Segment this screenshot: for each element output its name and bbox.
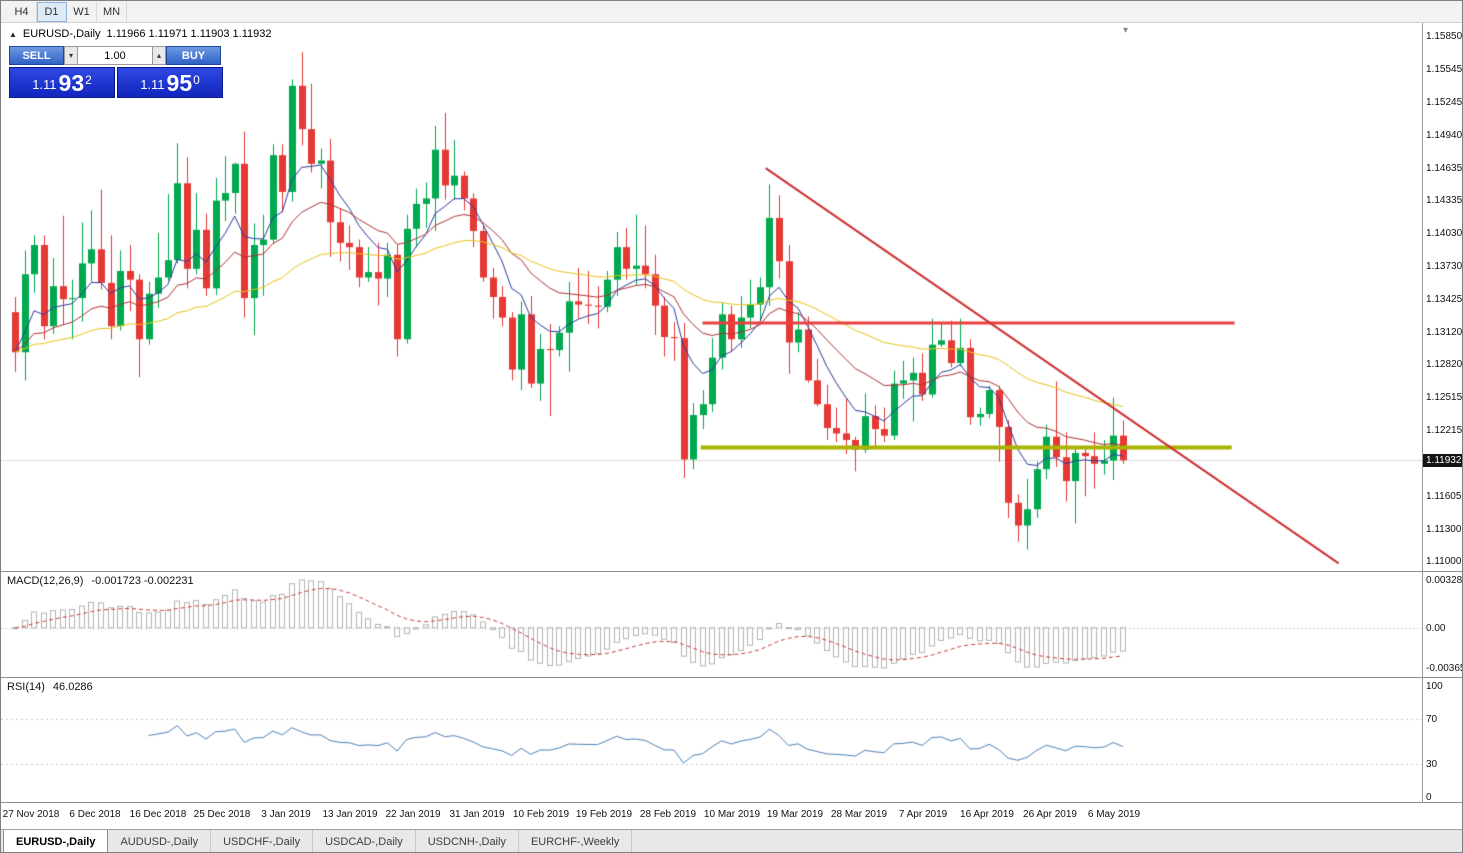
price-chart-panel: ▲ EURUSD-,Daily 1.11966 1.11971 1.11903 … [1, 23, 1422, 571]
rsi-axis: 100 70 30 0 [1423, 678, 1462, 803]
buy-price-pip-digit: 0 [193, 73, 200, 87]
price-axis-label: 1.13730 [1426, 261, 1463, 272]
price-axis-label: 1.13425 [1426, 294, 1463, 305]
price-axis-label: 1.11300 [1426, 524, 1462, 535]
sell-button[interactable]: SELL [9, 46, 64, 65]
rsi-axis-label: 0 [1426, 792, 1432, 803]
date-label: 6 Dec 2018 [69, 809, 121, 820]
price-axis-label: 1.14335 [1426, 195, 1463, 206]
date-label: 26 Apr 2019 [1023, 809, 1077, 820]
date-label: 3 Jan 2019 [261, 809, 311, 820]
buy-price-box[interactable]: 1.11 95 0 [117, 67, 223, 98]
price-axis-label: 1.12215 [1426, 425, 1463, 436]
one-click-top-row: SELL ▾ ▴ BUY [9, 46, 223, 65]
panel-splitter[interactable] [1, 571, 1462, 572]
timeframe-d1-button[interactable]: D1 [37, 1, 67, 22]
date-label: 28 Feb 2019 [639, 809, 697, 820]
timeframe-toolbar: H4 D1 W1 MN [1, 1, 1462, 23]
price-axis-label: 1.14635 [1426, 163, 1463, 174]
rsi-value: 46.0286 [52, 681, 93, 693]
chart-tabs: EURUSD-,Daily AUDUSD-,Daily USDCHF-,Dail… [1, 829, 1462, 852]
chart-shift-marker-icon[interactable]: ▾ [1123, 25, 1129, 36]
buy-price-big-digits: 95 [166, 70, 193, 96]
price-axis-label: 1.14940 [1426, 130, 1463, 141]
price-axis-label: 1.15850 [1426, 31, 1463, 42]
tab-eurchf-weekly[interactable]: EURCHF-,Weekly [519, 830, 633, 852]
time-axis: 27 Nov 2018 6 Dec 2018 16 Dec 2018 25 Dec 2… [1, 803, 1462, 828]
main-chart-canvas[interactable] [1, 23, 1422, 571]
rsi-label: RSI(14) [7, 681, 45, 693]
timeframe-h4-button[interactable]: H4 [7, 1, 37, 22]
macd-axis-label: 0.003287 [1426, 575, 1463, 586]
volume-dropdown-arrow-icon[interactable]: ▾ [64, 46, 78, 65]
one-click-collapse-icon[interactable]: ▲ [9, 29, 17, 39]
rsi-axis-label: 30 [1426, 759, 1438, 770]
price-axis-label: 1.15545 [1426, 64, 1463, 75]
chart-ohlc-values: 1.11966 1.11971 1.11903 1.11932 [106, 28, 272, 40]
date-label: 16 Apr 2019 [960, 809, 1014, 820]
date-label: 28 Mar 2019 [830, 809, 888, 820]
macd-axis: 0.003287 0.00 -0.003659 [1423, 572, 1463, 677]
panel-splitter[interactable] [1, 802, 1462, 803]
macd-canvas[interactable] [1, 572, 1422, 677]
last-price-badge: 1.11932 [1423, 454, 1462, 467]
panel-splitter[interactable] [1, 677, 1462, 678]
buy-price-prefix: 1.11 [140, 77, 165, 92]
date-label: 22 Jan 2019 [385, 809, 441, 820]
timeframe-mn-button[interactable]: MN [97, 1, 127, 22]
date-label: 13 Jan 2019 [322, 809, 378, 820]
macd-axis-label: -0.003659 [1426, 663, 1462, 674]
price-axis-label: 1.12820 [1426, 359, 1463, 370]
tab-eurusd-daily[interactable]: EURUSD-,Daily [3, 830, 109, 852]
date-label: 27 Nov 2018 [2, 809, 60, 820]
price-axis-label: 1.11000 [1426, 556, 1462, 567]
sell-price-pip-digit: 2 [85, 73, 92, 87]
date-label: 31 Jan 2019 [449, 809, 505, 820]
date-label: 19 Feb 2019 [575, 809, 633, 820]
price-axis-label: 1.11605 [1426, 491, 1462, 502]
timeframe-w1-button[interactable]: W1 [67, 1, 97, 22]
tab-usdchf-daily[interactable]: USDCHF-,Daily [211, 830, 314, 852]
macd-label: MACD(12,26,9) [7, 575, 84, 587]
date-label: 6 May 2019 [1087, 809, 1141, 820]
rsi-axis-label: 70 [1426, 714, 1438, 725]
macd-panel: MACD(12,26,9) -0.001723 -0.002231 [1, 572, 1422, 677]
sell-price-box[interactable]: 1.11 93 2 [9, 67, 115, 98]
date-label: 16 Dec 2018 [129, 809, 187, 820]
price-axis: 1.15850 1.15545 1.15245 1.14940 1.14635 1.143… [1423, 23, 1463, 571]
date-label: 10 Mar 2019 [703, 809, 761, 820]
price-axis-label: 1.13120 [1426, 327, 1463, 338]
date-label: 10 Feb 2019 [512, 809, 570, 820]
chart-title: ▲ EURUSD-,Daily 1.11966 1.11971 1.11903 … [9, 28, 272, 40]
volume-input[interactable] [78, 46, 152, 65]
price-axis-label: 1.12515 [1426, 392, 1463, 403]
chart-symbol-label: EURUSD-,Daily [22, 28, 101, 40]
date-label: 25 Dec 2018 [193, 809, 251, 820]
sell-price-big-digits: 93 [58, 70, 85, 96]
rsi-panel: RSI(14) 46.0286 [1, 678, 1422, 802]
rsi-header: RSI(14) 46.0286 [7, 681, 93, 693]
sell-price-prefix: 1.11 [32, 77, 57, 92]
price-axis-label: 1.14030 [1426, 228, 1463, 239]
macd-header: MACD(12,26,9) -0.001723 -0.002231 [7, 575, 194, 587]
rsi-axis-label: 100 [1426, 681, 1443, 692]
rsi-canvas[interactable] [1, 678, 1422, 802]
date-label: 7 Apr 2019 [898, 809, 948, 820]
buy-button[interactable]: BUY [166, 46, 221, 65]
macd-values: -0.001723 -0.002231 [91, 575, 194, 587]
axis-separator [1422, 23, 1423, 802]
date-label: 19 Mar 2019 [766, 809, 824, 820]
tab-usdcad-daily[interactable]: USDCAD-,Daily [313, 830, 416, 852]
tab-usdcnh-daily[interactable]: USDCNH-,Daily [416, 830, 519, 852]
macd-axis-label: 0.00 [1426, 623, 1446, 634]
one-click-price-row: 1.11 93 2 1.11 95 0 [9, 67, 223, 98]
volume-increase-arrow-icon[interactable]: ▴ [152, 46, 166, 65]
tab-audusd-daily[interactable]: AUDUSD-,Daily [108, 830, 212, 852]
price-axis-label: 1.15245 [1426, 97, 1463, 108]
